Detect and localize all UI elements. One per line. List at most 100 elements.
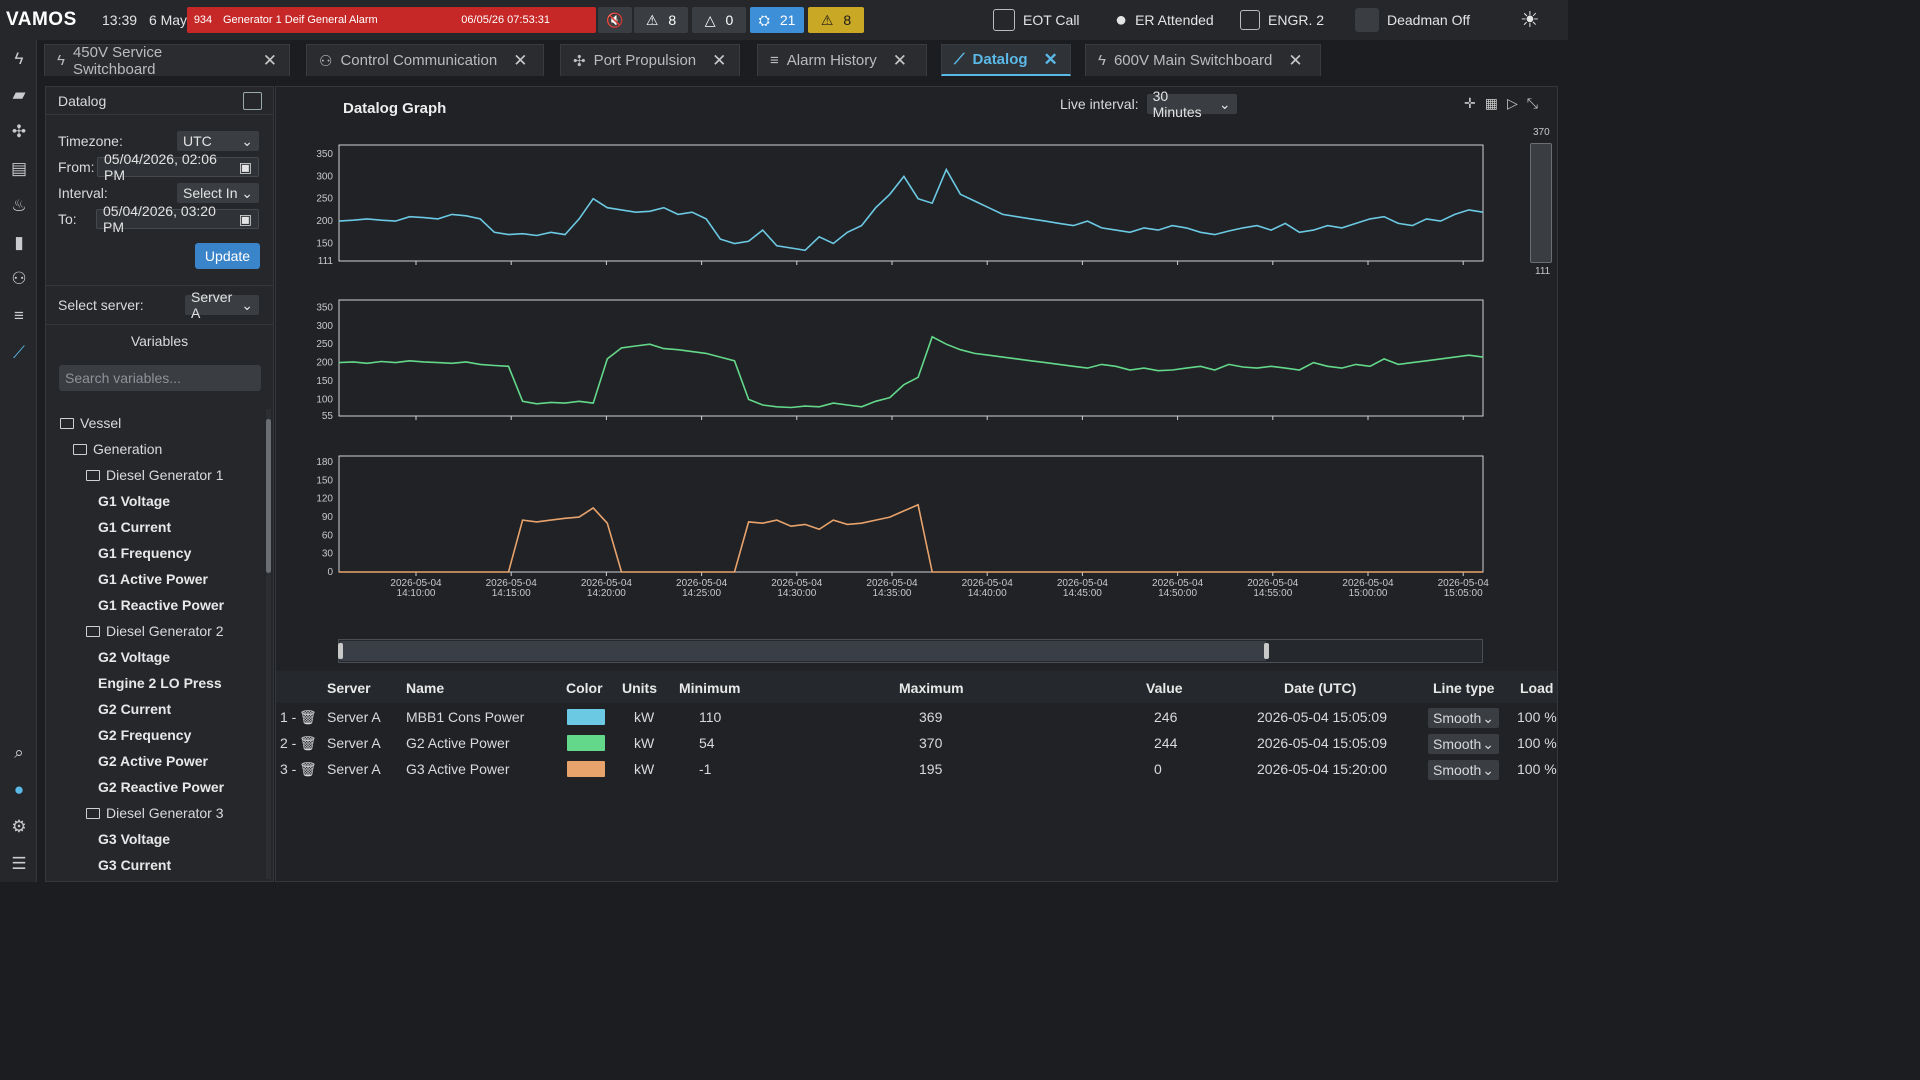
line-type-select[interactable]: Smooth ⌄ bbox=[1428, 734, 1499, 754]
crosshair-icon[interactable]: ✛ bbox=[1464, 95, 1476, 111]
time-navigator-selection[interactable] bbox=[340, 641, 1266, 661]
close-icon[interactable]: ✕ bbox=[513, 50, 528, 70]
close-icon[interactable]: ✕ bbox=[892, 50, 908, 70]
tree-label: Diesel Generator 3 bbox=[106, 805, 224, 821]
play-icon[interactable]: ▷ bbox=[1506, 95, 1518, 111]
eot-call-button[interactable]: EOT Call bbox=[993, 0, 1080, 40]
tree-leaf[interactable]: Engine 2 LO Press bbox=[98, 675, 222, 691]
tree-folder-dg3[interactable]: Diesel Generator 3 bbox=[86, 805, 224, 821]
table-row[interactable]: 3 - 🗑 Server A G3 Active Power kW -1 195… bbox=[276, 757, 1557, 783]
collapse-icon[interactable]: ⤡ bbox=[1526, 95, 1538, 111]
brightness-button[interactable]: ☀ bbox=[1520, 0, 1540, 40]
update-button[interactable]: Update bbox=[195, 243, 260, 269]
tree-folder-dg2[interactable]: Diesel Generator 2 bbox=[86, 623, 224, 639]
interval-select[interactable]: Select In ⌄ bbox=[177, 183, 259, 203]
tree-scrollbar-thumb[interactable] bbox=[266, 419, 271, 573]
tab-alarm-history[interactable]: ≡ Alarm History ✕ bbox=[757, 44, 927, 76]
tree-folder-vessel[interactable]: Vessel bbox=[60, 415, 121, 431]
x-tick-label: 2026-05-04 bbox=[676, 578, 728, 589]
tree-leaf[interactable]: G2 Current bbox=[98, 701, 172, 717]
tab-control-communication[interactable]: ⚇ Control Communication ✕ bbox=[306, 44, 544, 76]
engineer-badge-icon bbox=[1240, 10, 1260, 30]
datalog-charts[interactable]: 3503002502001501113503002502001501005518… bbox=[276, 87, 1559, 662]
row-color-swatch[interactable] bbox=[567, 735, 605, 751]
close-icon[interactable]: ✕ bbox=[262, 50, 277, 70]
server-select[interactable]: Server A ⌄ bbox=[185, 289, 259, 321]
row-color-swatch[interactable] bbox=[567, 709, 605, 725]
line-type-select[interactable]: Smooth ⌄ bbox=[1428, 760, 1499, 780]
x-tick-label: 14:20:00 bbox=[587, 588, 626, 599]
tree-leaf[interactable]: G1 Frequency bbox=[98, 545, 192, 561]
clock-date: 6 May bbox=[148, 12, 188, 28]
table-row[interactable]: 1 - 🗑 Server A MBB1 Cons Power kW 110 36… bbox=[276, 705, 1557, 731]
trash-icon[interactable]: 🗑 bbox=[299, 709, 317, 725]
timezone-select[interactable]: UTC ⌄ bbox=[177, 131, 259, 151]
tree-leaf[interactable]: G2 Active Power bbox=[98, 753, 208, 769]
alarm-counter-3[interactable]: ⛭ 21 bbox=[750, 7, 804, 33]
alarm-list-icon[interactable]: ≡ bbox=[14, 306, 24, 325]
to-datetime-input[interactable]: 05/04/2026, 03:20 PM ▣ bbox=[96, 203, 259, 235]
tree-folder-dg1[interactable]: Diesel Generator 1 bbox=[86, 467, 224, 483]
alarm-counter-2[interactable]: △ 0 bbox=[692, 7, 746, 33]
alarm-counter-4[interactable]: ⚠ 8 bbox=[808, 7, 864, 33]
x-tick-label: 2026-05-04 bbox=[866, 578, 918, 589]
engineer-button[interactable]: ENGR. 2 bbox=[1240, 0, 1324, 40]
close-icon[interactable]: ✕ bbox=[712, 50, 727, 70]
er-attended-button[interactable]: ● ER Attended bbox=[1115, 0, 1214, 40]
gear-icon[interactable]: ⚙ bbox=[11, 817, 27, 836]
live-interval-select[interactable]: 30 Minutes ⌄ bbox=[1146, 88, 1237, 120]
y-tick-label: 55 bbox=[322, 411, 334, 422]
tab-port-propulsion[interactable]: ✣ Port Propulsion ✕ bbox=[560, 44, 740, 76]
row-load: 100 % bbox=[1517, 709, 1557, 725]
tree-leaf[interactable]: G3 Current bbox=[98, 857, 172, 873]
y-tick-label: 180 bbox=[316, 457, 333, 468]
from-datetime-input[interactable]: 05/04/2026, 02:06 PM ▣ bbox=[97, 151, 259, 183]
deadman-button[interactable]: Deadman Off bbox=[1355, 0, 1470, 40]
tree-leaf[interactable]: G2 Frequency bbox=[98, 727, 192, 743]
trash-icon[interactable]: 🗑 bbox=[299, 735, 317, 751]
close-icon[interactable]: ✕ bbox=[1288, 50, 1303, 70]
mute-button[interactable]: 🔇 bbox=[598, 7, 632, 33]
engine-icon[interactable]: ▰ bbox=[12, 85, 26, 104]
tree-leaf[interactable]: G2 Voltage bbox=[98, 649, 171, 665]
tree-leaf[interactable]: G2 Reactive Power bbox=[98, 779, 225, 795]
time-navigator[interactable] bbox=[338, 639, 1483, 663]
table-row[interactable]: 2 - 🗑 Server A G2 Active Power kW 54 370… bbox=[276, 731, 1557, 757]
menu-icon[interactable]: ☰ bbox=[11, 854, 27, 873]
tab-datalog[interactable]: ⟋ Datalog ✕ bbox=[941, 44, 1071, 76]
user-icon[interactable]: ● bbox=[13, 780, 25, 799]
navigator-right-handle[interactable] bbox=[1264, 643, 1269, 659]
fire-icon[interactable]: ♨ bbox=[11, 196, 27, 215]
network-icon[interactable]: ⚇ bbox=[11, 269, 27, 288]
battery-icon[interactable]: ▮ bbox=[14, 233, 24, 252]
tab-600v-main-switchboard[interactable]: ϟ 600V Main Switchboard ✕ bbox=[1085, 44, 1321, 76]
collapse-panel-icon[interactable] bbox=[243, 92, 262, 110]
tree-leaf[interactable]: G1 Current bbox=[98, 519, 172, 535]
row-units: kW bbox=[634, 735, 655, 751]
tab-450v-service-switchboard[interactable]: ϟ 450V Service Switchboard ✕ bbox=[44, 44, 290, 78]
grid-icon[interactable]: ▦ bbox=[1484, 95, 1498, 111]
x-tick-label: 2026-05-04 bbox=[1247, 578, 1299, 589]
row-color-swatch[interactable] bbox=[567, 761, 605, 777]
tree-folder-generation[interactable]: Generation bbox=[73, 441, 162, 457]
search-zoom-icon[interactable]: ⌕ bbox=[14, 743, 24, 762]
active-alarm-banner[interactable]: 934 Generator 1 Deif General Alarm 06/05… bbox=[187, 7, 596, 33]
tree-leaf[interactable]: G1 Voltage bbox=[98, 493, 171, 509]
tree-scrollbar[interactable] bbox=[266, 409, 271, 879]
search-variables-input[interactable]: Search variables... bbox=[59, 365, 261, 391]
close-icon[interactable]: ✕ bbox=[1043, 49, 1058, 69]
row-date: 2026-05-04 15:05:09 bbox=[1257, 709, 1387, 725]
navigator-left-handle[interactable] bbox=[338, 643, 343, 659]
alarm-counter-1[interactable]: ⚠ 8 bbox=[634, 7, 688, 33]
col-minimum: Minimum bbox=[679, 680, 741, 696]
line-type-select[interactable]: Smooth ⌄ bbox=[1428, 708, 1499, 728]
switchboard-icon[interactable]: ϟ bbox=[14, 49, 24, 68]
tank-icon[interactable]: ▤ bbox=[10, 159, 28, 178]
y-range-slider[interactable] bbox=[1530, 143, 1552, 263]
chart-line-icon[interactable]: ⟋ bbox=[13, 343, 25, 362]
trash-icon[interactable]: 🗑 bbox=[299, 761, 317, 777]
propeller-icon[interactable]: ✣ bbox=[11, 122, 27, 141]
tree-leaf[interactable]: G1 Active Power bbox=[98, 571, 208, 587]
tree-leaf[interactable]: G1 Reactive Power bbox=[98, 597, 225, 613]
tree-leaf[interactable]: G3 Voltage bbox=[98, 831, 171, 847]
